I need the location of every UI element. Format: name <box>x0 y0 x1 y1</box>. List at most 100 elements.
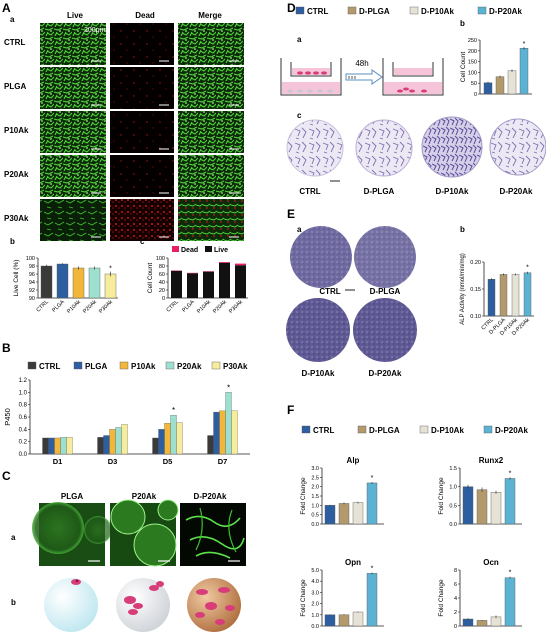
y-tick-label: 98 <box>29 264 35 270</box>
bar-plga-d3 <box>104 436 110 455</box>
y-tick-label: 2 <box>454 610 457 616</box>
bar-d-plga <box>339 503 349 524</box>
bar-p10ak-d1 <box>55 438 61 454</box>
bar-ctrl <box>325 505 335 524</box>
y-tick-label: 0.20 <box>470 260 481 266</box>
y-tick-label: 90 <box>29 296 35 302</box>
legend-swatch-p20ak <box>166 362 174 369</box>
legend-label-d-plga: D-PLGA <box>369 426 400 435</box>
micrograph-plga <box>32 502 112 566</box>
col-header-merge: Merge <box>198 11 222 20</box>
y-tick-label: 1.0 <box>19 390 28 396</box>
legend-swatch-d-p20ak <box>478 7 486 14</box>
bar-d-p20ak <box>505 478 515 524</box>
y-tick-label: 1.2 <box>19 378 28 384</box>
bar-p10ak-d3 <box>110 429 116 454</box>
bar-plga-d1 <box>49 438 55 454</box>
bar-ctrl-d1 <box>43 438 49 454</box>
y-tick-label: 6 <box>454 582 457 588</box>
y-axis-label: P450 <box>3 408 12 426</box>
x-tick-label: P10Ak <box>66 299 82 315</box>
legend-label-p20ak: P20Ak <box>177 362 202 371</box>
bar-p30ak-d5 <box>177 423 183 454</box>
significance-mark: * <box>509 470 512 477</box>
panel-c: C PLGA P20Ak D-P20Ak a b <box>2 469 246 632</box>
bar-ctrl <box>325 615 335 626</box>
bar-plga <box>57 264 68 298</box>
alp-label-d-p20ak: D-P20Ak <box>369 369 402 378</box>
panel-a-sub-c: c <box>140 237 145 246</box>
legend-label-plga: PLGA <box>85 362 107 371</box>
legend-swatch-d-p10ak <box>420 426 428 433</box>
y-tick-label: 20 <box>159 288 165 294</box>
y-tick-label: 0.2 <box>19 440 28 446</box>
bar-p20ak <box>89 268 100 298</box>
panel-d-sub-a: a <box>297 35 302 44</box>
transwell-time-label: 48h <box>355 59 368 68</box>
legend-swatch-dead <box>172 246 179 252</box>
panel-c-col-dp20ak: D-P20Ak <box>194 492 227 501</box>
alp-label-ctrl: CTRL <box>319 287 340 296</box>
significance-mark: * <box>172 406 175 415</box>
panel-label-b: B <box>2 341 11 355</box>
bar-ctrl <box>488 279 495 316</box>
alp-stain-ctrl <box>290 226 352 288</box>
panel-c-sub-b: b <box>11 598 16 607</box>
y-tick-label: 0.8 <box>19 403 28 409</box>
panel-label-c: C <box>2 469 11 483</box>
legend-label-p10ak: P10Ak <box>131 362 156 371</box>
x-tick-label: PLGA <box>51 299 66 314</box>
bar-d-p10ak <box>353 612 363 626</box>
schematic-p20ak-sphere <box>116 578 170 632</box>
bar-p30ak <box>105 274 116 298</box>
bar-ctrl <box>41 266 52 298</box>
y-axis-label: Live Cell (%) <box>13 260 20 297</box>
bar-plga-d5 <box>159 429 165 454</box>
y-tick-label: 0.5 <box>311 513 319 519</box>
stain-d-p20ak <box>490 119 546 175</box>
dead-image-ctrl <box>110 23 174 65</box>
bar-dead-p30ak <box>235 264 246 266</box>
y-tick-label: 0.6 <box>19 415 28 421</box>
alp-label-d-plga: D-PLGA <box>370 287 401 296</box>
merge-image-ctrl <box>178 23 244 65</box>
scale-label: 200μm <box>84 27 106 34</box>
y-tick-label: 8 <box>454 568 457 574</box>
panel-d-sub-c: c <box>297 111 302 120</box>
legend-swatch-d-p10ak <box>410 7 418 14</box>
legend-label-d-p10ak: D-P10Ak <box>431 426 464 435</box>
y-tick-label: 1.5 <box>449 466 457 472</box>
panel-e: E a b CTRL D-PLGA D-P10Ak D-P20Ak 0.100.… <box>286 207 534 378</box>
y-tick-label: 150 <box>468 60 477 66</box>
dead-image-plga <box>110 67 174 109</box>
col-header-dead: Dead <box>135 11 155 20</box>
y-tick-label: 92 <box>29 288 35 294</box>
panel-c-col-p20ak: P20Ak <box>132 492 157 501</box>
legend-label-dead: Dead <box>181 247 198 254</box>
bar-p20ak-d3 <box>116 427 122 454</box>
significance-mark: * <box>523 41 526 48</box>
y-tick-label: 0.0 <box>311 624 319 630</box>
merge-image-p10ak <box>178 111 244 153</box>
x-tick-label: CTRL <box>166 299 180 313</box>
y-tick-label: 0.0 <box>311 522 319 528</box>
bar-plga-d7 <box>214 412 220 454</box>
bar-d-plga <box>477 620 487 626</box>
stain-label-d-p10ak: D-P10Ak <box>436 187 469 196</box>
y-tick-label: 0.10 <box>470 314 481 320</box>
bar-ctrl <box>463 619 473 626</box>
chart-title: Runx2 <box>479 456 504 465</box>
x-tick-label: P20Ak <box>212 299 228 315</box>
significance-mark: * <box>227 383 230 392</box>
y-tick-label: 4 <box>454 596 457 602</box>
panel-e-sub-b: b <box>460 225 465 234</box>
y-tick-label: 0.5 <box>449 503 457 509</box>
x-tick-label: D7 <box>218 457 228 466</box>
panel-c-sub-a: a <box>11 533 16 542</box>
